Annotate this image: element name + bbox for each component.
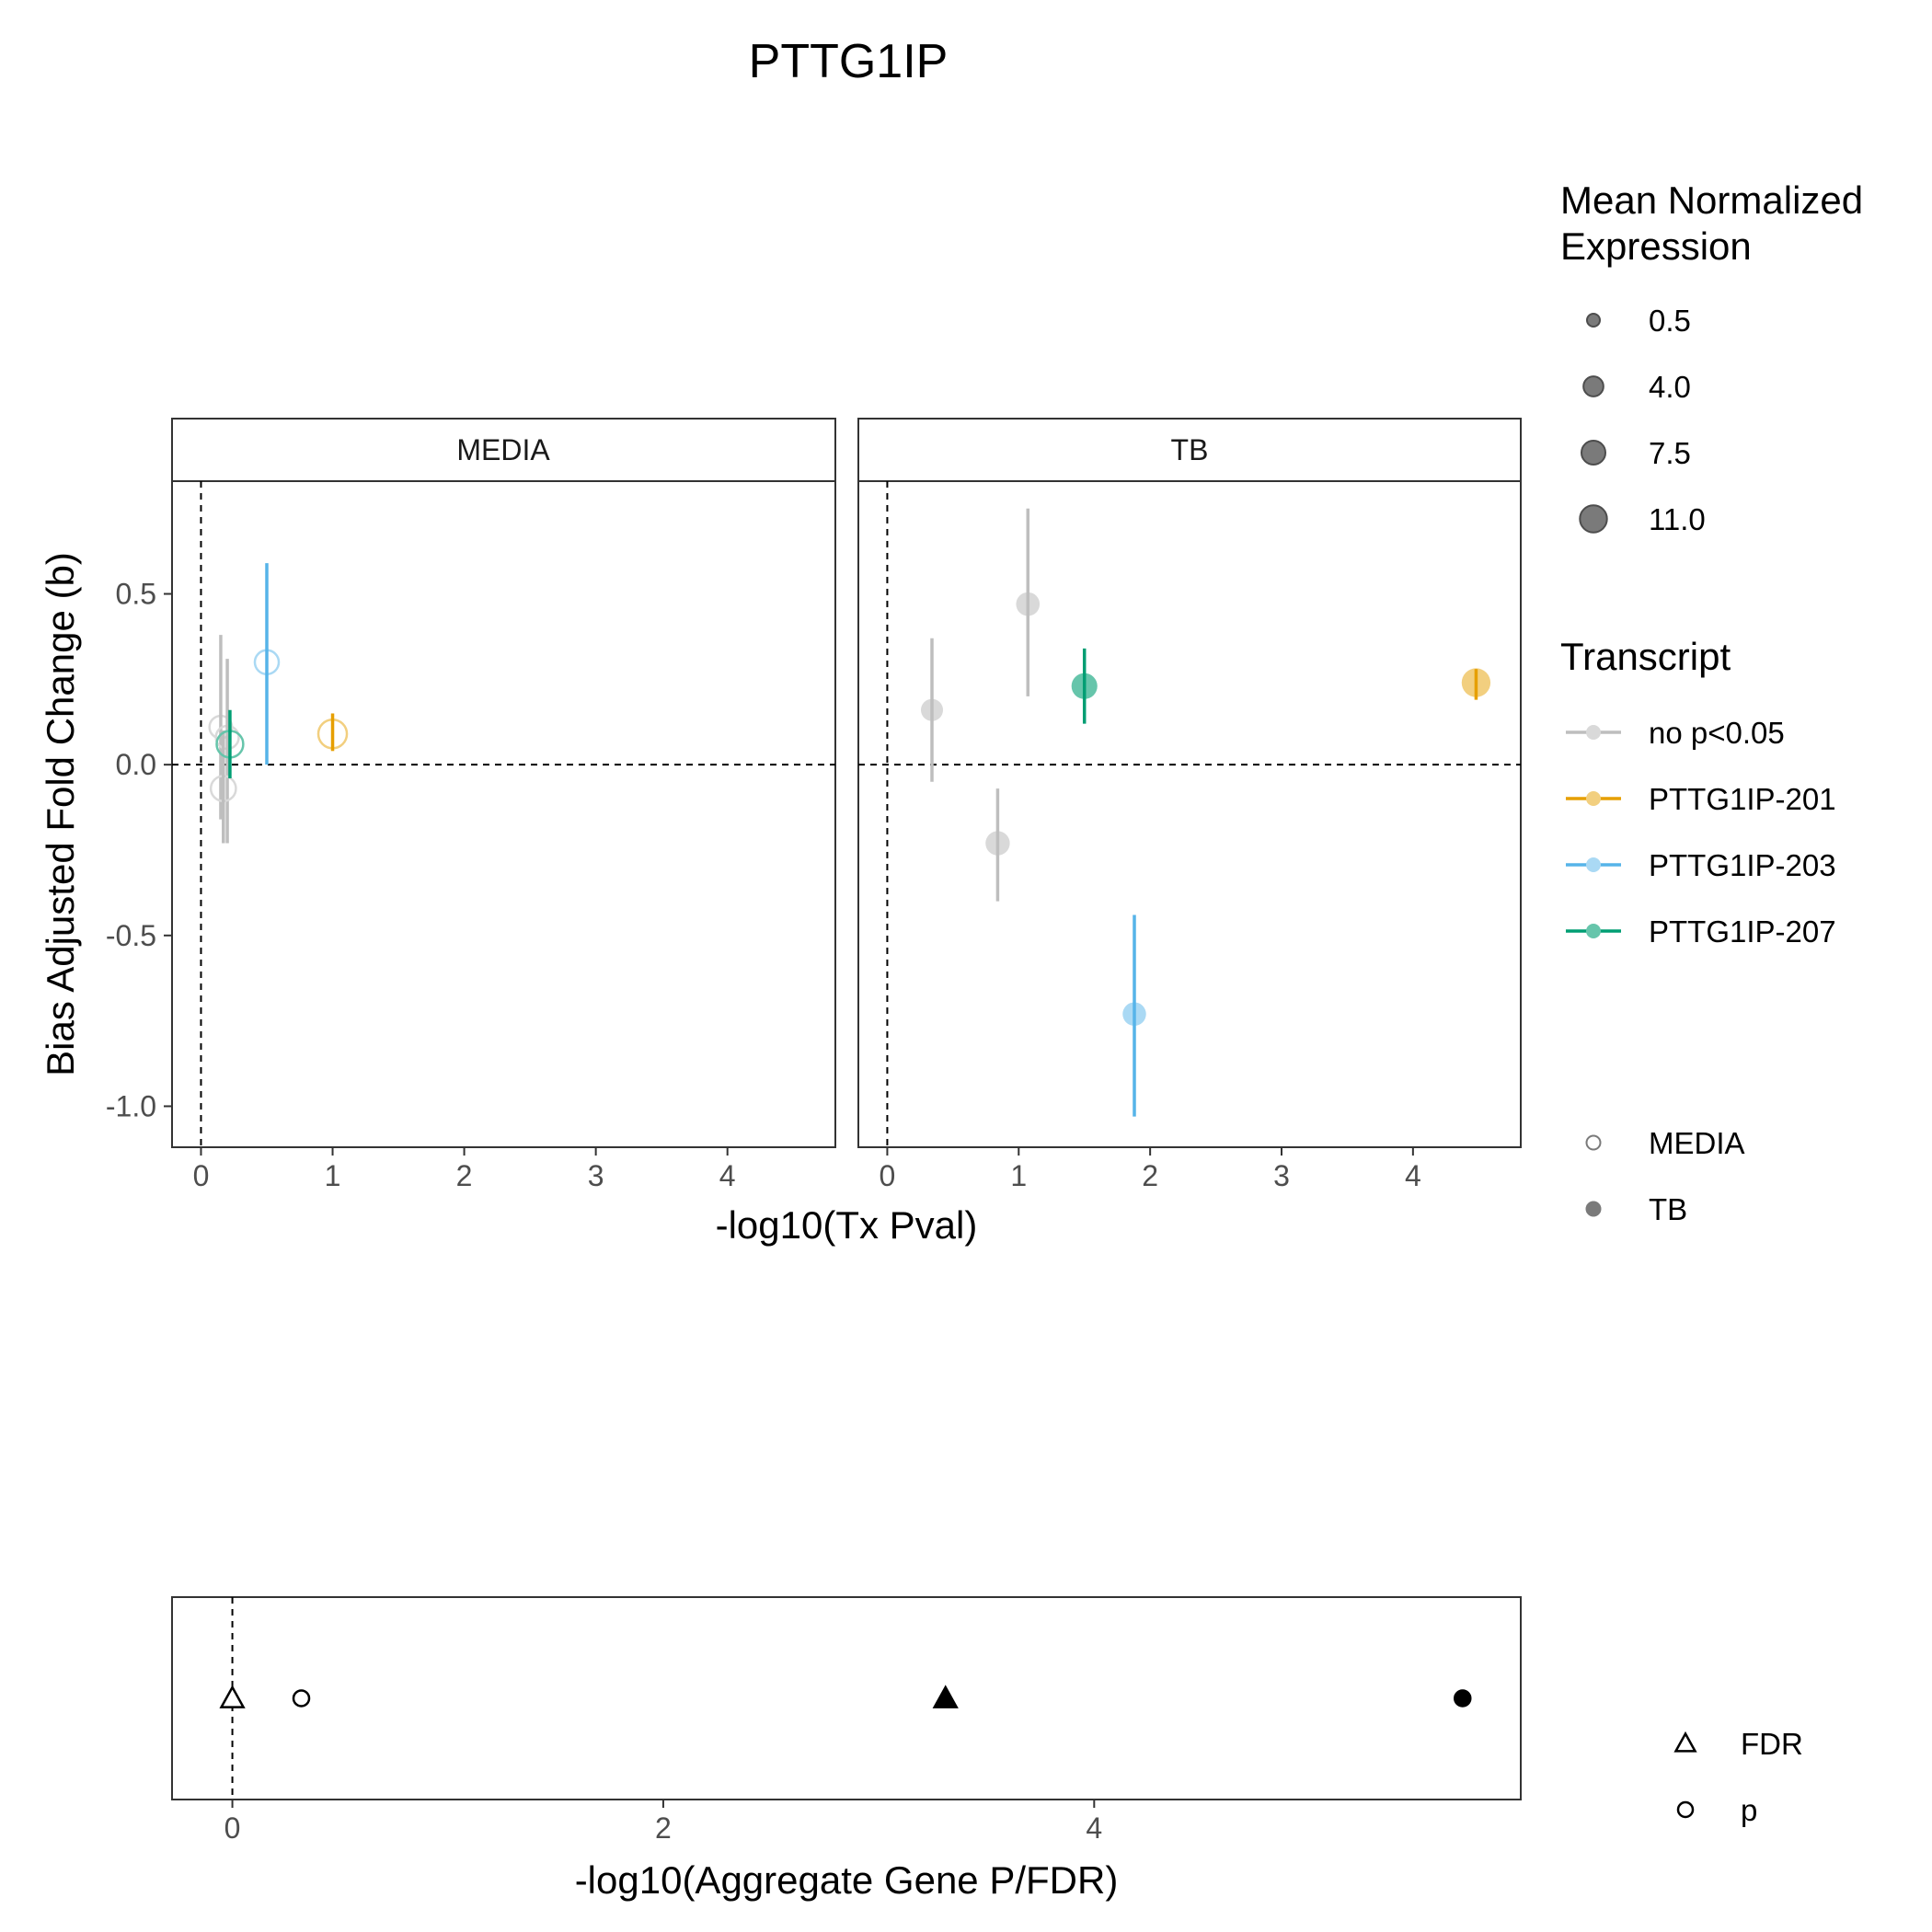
y-tick-label: 0.0 [116, 748, 156, 781]
legend-color-key-point [1586, 791, 1601, 806]
legend-size-keys: 0.5 4.0 7.5 11.0 [1579, 304, 1706, 536]
panel-frame-media [171, 480, 836, 1148]
legend-shape-key [1676, 1800, 1695, 1819]
x-tick-label: 0 [193, 1159, 210, 1192]
x-tick-label: 1 [1010, 1159, 1027, 1192]
legend-shape-label: p [1741, 1793, 1757, 1827]
y-tick-label: -0.5 [106, 919, 156, 952]
legend-size-label: 11.0 [1649, 502, 1706, 536]
legend-size-key [1580, 439, 1607, 466]
x-tick-label: 3 [588, 1159, 604, 1192]
x-tick-label: 4 [1086, 1811, 1102, 1845]
panel-media [172, 481, 835, 1147]
legend-shape-key [1673, 1731, 1697, 1753]
legend-fill-key [1585, 1134, 1602, 1151]
aggregate-fdr-tb [932, 1685, 959, 1708]
y-tick-label: 0.5 [116, 578, 156, 611]
x-tick-label: 2 [655, 1811, 672, 1845]
legend-size-key [1585, 312, 1602, 328]
x-tick-label: 0 [880, 1159, 896, 1192]
panel-tb [858, 481, 1521, 1147]
legend-size-label: 4.0 [1649, 370, 1691, 404]
legend-color-label: PTTG1IP-203 [1649, 848, 1836, 882]
legend-size-title-line-1: Mean Normalized [1560, 178, 1863, 222]
strip-tb [857, 418, 1522, 482]
x-tick-label: 1 [325, 1159, 341, 1192]
legend-size-title-line-2: Expression [1560, 224, 1752, 268]
x-tick-label: 2 [456, 1159, 473, 1192]
y-axis-title: Bias Adjusted Fold Change (b) [39, 552, 82, 1076]
y-tick-label: -1.0 [106, 1089, 156, 1122]
aggregate-p-tb [1454, 1689, 1472, 1708]
legend-size-key [1579, 504, 1608, 534]
legend-shape-label: FDR [1741, 1727, 1803, 1761]
legend-color-key-point [1586, 924, 1601, 938]
x-tick-label: 0 [224, 1811, 241, 1845]
aggregate-panel [171, 1596, 1522, 1800]
legend-color-label: PTTG1IP-207 [1649, 914, 1836, 949]
legend-color-title: Transcript [1560, 635, 1731, 678]
panel-frame-tb [857, 480, 1522, 1148]
x-tick-label: 4 [719, 1159, 736, 1192]
legend-size: Mean Normalized Expression 0.5 4.0 7.5 11.0 [1560, 178, 1863, 536]
strip-label-media: MEDIA [456, 433, 550, 466]
aggregate-marks [219, 1597, 1472, 1800]
x-tick-label: 3 [1273, 1159, 1290, 1192]
x-tick-label: 2 [1142, 1159, 1158, 1192]
legend-fill-label: MEDIA [1649, 1126, 1745, 1160]
y-axis: -1.0 -0.5 0.0 0.5 [106, 578, 172, 1122]
x-axis-title-aggregate: -log10(Aggregate Gene P/FDR) [575, 1858, 1119, 1902]
legend-fill-label: TB [1649, 1192, 1687, 1226]
facet-media: MEDIA [171, 418, 836, 1148]
legend-color: Transcript no p<0.05 PTTG1IP-201 PTTG1IP-2… [1560, 635, 1836, 949]
legend-color-label: no p<0.05 [1649, 716, 1785, 750]
legend-size-key [1582, 375, 1604, 397]
legend-shape: FDR p [1673, 1727, 1803, 1827]
legend-size-label: 7.5 [1649, 436, 1691, 470]
legend-fill: MEDIA TB [1585, 1126, 1745, 1226]
legend-color-key-point [1586, 725, 1601, 740]
chart-title: PTTG1IP [749, 35, 949, 88]
legend-fill-key [1585, 1201, 1602, 1217]
aggregate-fdr-media [219, 1685, 246, 1708]
panel-frame-aggregate [171, 1596, 1522, 1800]
strip-media [171, 418, 836, 482]
strip-label-tb: TB [1171, 433, 1209, 466]
legend-color-key-point [1586, 857, 1601, 872]
legend-color-keys: no p<0.05 PTTG1IP-201 PTTG1IP-203 PTTG1IP-2… [1566, 716, 1836, 949]
x-axis-aggregate: 0 2 4 [224, 1800, 1102, 1845]
facet-tb: TB [857, 418, 1522, 1148]
x-tick-label: 4 [1405, 1159, 1421, 1192]
x-axis-title-top: -log10(Tx Pval) [716, 1203, 978, 1247]
x-axis-tb: 0 1 2 3 4 [880, 1147, 1421, 1192]
legend-color-label: PTTG1IP-201 [1649, 782, 1836, 816]
aggregate-p-media [292, 1689, 311, 1708]
legend-size-label: 0.5 [1649, 304, 1691, 338]
x-axis-media: 0 1 2 3 4 [193, 1147, 736, 1192]
